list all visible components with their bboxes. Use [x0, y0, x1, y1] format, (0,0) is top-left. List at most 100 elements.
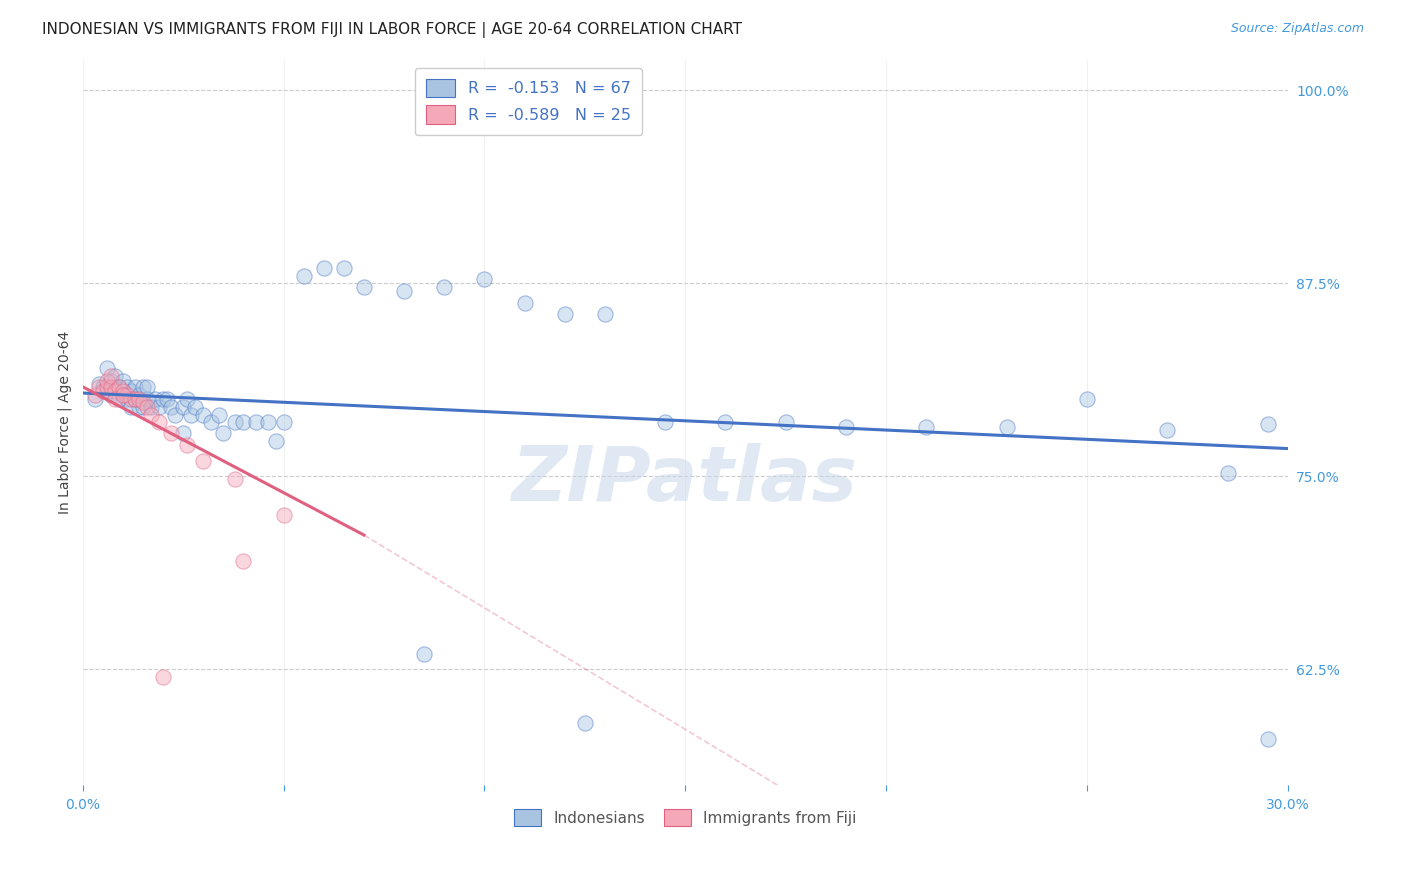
Point [353, 279, 375, 293]
Point [180, 408, 202, 422]
Point [108, 380, 131, 394]
Point [172, 426, 194, 441]
Point [100, 380, 122, 394]
Point [104, 392, 127, 407]
Point [91, 380, 114, 394]
Point [1216, 467, 1239, 481]
Point [152, 392, 174, 407]
Point [136, 392, 159, 407]
Legend: Indonesians, Immigrants from Fiji: Indonesians, Immigrants from Fiji [505, 799, 866, 836]
Point [184, 400, 207, 414]
Point [200, 415, 222, 429]
Point [915, 420, 938, 434]
Point [208, 408, 231, 422]
Point [264, 434, 287, 448]
Point [120, 400, 142, 414]
Point [83, 387, 105, 401]
Point [124, 392, 146, 407]
Point [574, 716, 596, 731]
Point [132, 380, 155, 394]
Point [193, 454, 215, 468]
Point [172, 400, 194, 414]
Text: INDONESIAN VS IMMIGRANTS FROM FIJI IN LABOR FORCE | AGE 20-64 CORRELATION CHART: INDONESIAN VS IMMIGRANTS FROM FIJI IN LA… [42, 22, 742, 38]
Point [132, 395, 155, 409]
Point [554, 307, 576, 321]
Point [232, 554, 254, 568]
Point [96, 361, 118, 376]
Point [128, 387, 150, 401]
Point [111, 387, 134, 401]
Point [245, 415, 267, 429]
Point [714, 415, 737, 429]
Point [83, 392, 105, 407]
Point [128, 400, 150, 414]
Point [96, 380, 118, 394]
Point [160, 426, 183, 441]
Point [139, 408, 162, 422]
Point [120, 384, 142, 399]
Point [96, 384, 118, 399]
Point [593, 307, 616, 321]
Point [474, 272, 496, 286]
Point [775, 415, 797, 429]
Point [392, 284, 415, 298]
Point [1076, 392, 1098, 407]
Point [152, 670, 174, 684]
Point [148, 400, 170, 414]
Point [132, 400, 155, 414]
Y-axis label: In Labor Force | Age 20-64: In Labor Force | Age 20-64 [58, 331, 72, 514]
Point [835, 420, 858, 434]
Point [193, 408, 215, 422]
Point [995, 420, 1018, 434]
Point [433, 279, 456, 293]
Point [1257, 417, 1279, 431]
Point [224, 415, 246, 429]
Point [100, 374, 122, 388]
Point [273, 415, 295, 429]
Point [91, 384, 114, 399]
Point [87, 376, 110, 391]
Point [212, 426, 235, 441]
Point [292, 268, 315, 283]
Point [333, 260, 356, 275]
Point [176, 392, 198, 407]
Point [148, 415, 170, 429]
Point [165, 408, 187, 422]
Point [312, 260, 335, 275]
Point [176, 438, 198, 452]
Point [115, 392, 138, 407]
Point [160, 400, 183, 414]
Point [136, 380, 159, 394]
Point [224, 473, 246, 487]
Point [111, 384, 134, 399]
Point [104, 380, 127, 394]
Point [115, 387, 138, 401]
Point [100, 387, 122, 401]
Point [413, 647, 436, 661]
Point [124, 380, 146, 394]
Point [111, 374, 134, 388]
Text: Source: ZipAtlas.com: Source: ZipAtlas.com [1230, 22, 1364, 36]
Point [143, 392, 166, 407]
Point [654, 415, 676, 429]
Point [273, 508, 295, 522]
Point [128, 392, 150, 407]
Point [108, 380, 131, 394]
Point [87, 380, 110, 394]
Point [513, 296, 536, 310]
Point [256, 415, 278, 429]
Point [124, 392, 146, 407]
Point [139, 400, 162, 414]
Point [156, 392, 179, 407]
Point [1257, 731, 1279, 746]
Point [104, 369, 127, 384]
Point [115, 380, 138, 394]
Point [120, 392, 142, 407]
Point [104, 384, 127, 399]
Point [111, 387, 134, 401]
Point [136, 400, 159, 414]
Point [96, 374, 118, 388]
Point [1156, 423, 1178, 437]
Point [108, 392, 131, 407]
Text: ZIPatlas: ZIPatlas [512, 443, 858, 517]
